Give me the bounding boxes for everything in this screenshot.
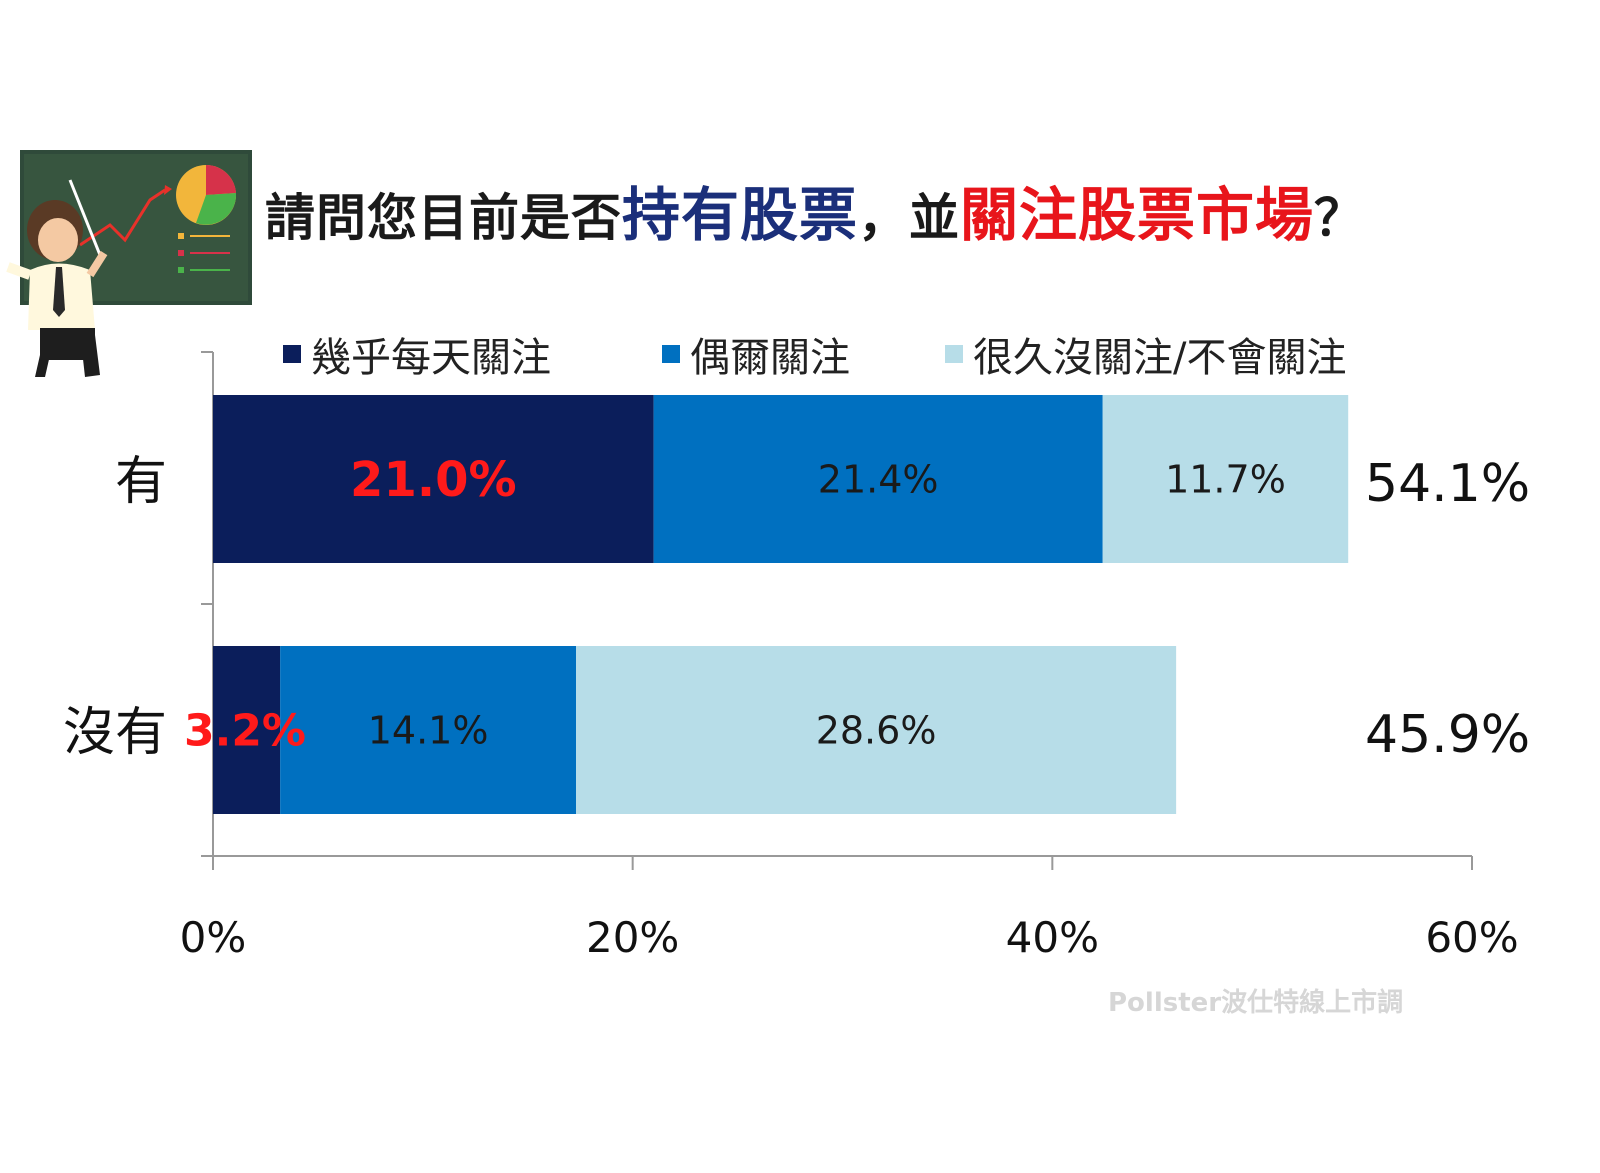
bar-segment <box>213 395 654 563</box>
x-tick-label: 60% <box>1425 913 1518 962</box>
legend-swatch-daily <box>283 345 301 363</box>
title-part-3: ，並 <box>858 189 961 247</box>
bar-segment <box>576 646 1177 814</box>
category-label: 有 <box>115 452 167 512</box>
data-label: 3.2% <box>184 705 306 756</box>
legend-item-rarely: 很久沒關注/不會關注 <box>945 325 1346 383</box>
x-tick-label: 20% <box>586 913 679 962</box>
legend-label-daily: 幾乎每天關注 <box>311 335 551 381</box>
title-part-5: ？ <box>1314 189 1366 247</box>
bar-segment <box>1102 395 1349 563</box>
chart-title: 請問您目前是否持有股票，並關注股票市場？ <box>265 168 1365 252</box>
bar-segment <box>213 646 281 814</box>
legend-swatch-rarely <box>945 345 963 363</box>
total-label: 45.9% <box>1365 705 1530 765</box>
x-tick-label: 40% <box>1006 913 1099 962</box>
watermark: Pollster波仕特線上市調 <box>1108 988 1404 1018</box>
legend-item-daily: 幾乎每天關注 <box>283 325 551 383</box>
legend-label-occasional: 偶爾關注 <box>690 335 850 381</box>
title-part-4: 關注股票市場 <box>960 181 1315 249</box>
bar-segment <box>653 395 1103 563</box>
legend-label-rarely: 很久沒關注/不會關注 <box>973 335 1347 381</box>
data-label: 21.4% <box>818 457 939 501</box>
data-label: 11.7% <box>1165 457 1286 501</box>
presenter-illustration-icon <box>6 150 252 377</box>
data-label: 28.6% <box>816 708 937 752</box>
data-label: 21.0% <box>350 452 517 508</box>
title-part-1: 請問您目前是否 <box>265 189 622 247</box>
x-tick-label: 0% <box>180 913 247 962</box>
legend-swatch-occasional <box>662 345 680 363</box>
bar-segment <box>280 646 577 814</box>
title-part-2: 持有股票 <box>622 181 859 249</box>
chart-legend: 幾乎每天關注 偶爾關注 很久沒關注/不會關注 <box>0 325 1600 385</box>
total-label: 54.1% <box>1365 454 1530 514</box>
data-label: 14.1% <box>368 708 489 752</box>
category-label: 沒有 <box>63 703 167 763</box>
legend-item-occasional: 偶爾關注 <box>662 325 850 383</box>
